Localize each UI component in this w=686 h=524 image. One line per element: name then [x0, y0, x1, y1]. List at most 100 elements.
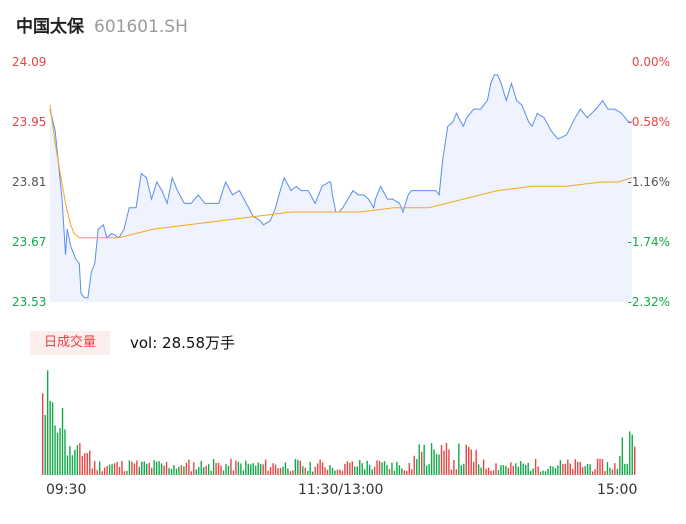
- volume-bar: [180, 465, 183, 475]
- volume-bar: [428, 463, 430, 475]
- volume-bar: [287, 468, 289, 475]
- volume-bar: [74, 449, 76, 475]
- volume-bar: [386, 464, 388, 475]
- volume-bar: [64, 429, 66, 475]
- volume-bar: [408, 462, 410, 475]
- volume-bar: [542, 470, 544, 475]
- volume-bar: [359, 459, 361, 475]
- volume-bar: [126, 470, 128, 475]
- volume-bar: [487, 467, 490, 475]
- volume-bar: [401, 468, 403, 475]
- volume-bar: [299, 460, 302, 475]
- volume-bar: [383, 461, 386, 475]
- y-left-tick: 24.09: [12, 55, 47, 69]
- volume-bar: [309, 461, 311, 475]
- volume-bar: [567, 459, 569, 475]
- volume-bar: [522, 463, 524, 475]
- volume-bar: [378, 460, 381, 475]
- volume-bar: [116, 462, 118, 475]
- volume-tag[interactable]: 日成交量: [30, 331, 110, 355]
- volume-bar: [79, 443, 81, 475]
- volume-bar: [113, 463, 116, 475]
- volume-bar: [448, 449, 450, 475]
- volume-bar: [141, 461, 143, 475]
- y-left-tick: 23.81: [12, 175, 47, 189]
- volume-bar: [544, 471, 547, 475]
- volume-bar: [269, 466, 272, 475]
- volume-bar: [81, 456, 84, 475]
- volume-bar: [388, 468, 391, 475]
- volume-bar: [101, 471, 103, 475]
- volume-bar: [262, 464, 264, 475]
- volume-bar: [549, 465, 552, 475]
- volume-bar: [250, 464, 252, 475]
- volume-bar: [168, 468, 170, 475]
- volume-bar: [225, 464, 227, 475]
- volume-bar: [207, 464, 210, 475]
- volume-bar: [178, 466, 180, 475]
- volume-bar: [525, 465, 527, 475]
- volume-bar: [84, 453, 86, 475]
- volume-bar: [242, 470, 245, 475]
- volume-bar: [552, 466, 554, 475]
- volume-bar: [584, 466, 586, 475]
- volume-bar: [554, 468, 557, 475]
- volume-bar: [420, 451, 423, 475]
- volume-bar: [185, 462, 188, 475]
- y-right-tick: -1.74%: [627, 235, 670, 249]
- volume-bar: [56, 432, 59, 475]
- volume-bar: [626, 463, 628, 475]
- volume-bar: [259, 464, 262, 475]
- volume-bar: [619, 456, 621, 475]
- volume-bar: [294, 459, 297, 475]
- volume-bar: [316, 463, 319, 475]
- volume-bar: [559, 460, 562, 475]
- volume-value: vol: 28.58万手: [130, 334, 235, 352]
- volume-bar: [468, 446, 470, 475]
- price-area-fill: [50, 74, 632, 302]
- volume-bar: [173, 465, 175, 475]
- volume-bar: [302, 466, 304, 475]
- volume-bar: [616, 469, 619, 475]
- volume-bar: [529, 470, 532, 475]
- stock-header: 中国太保 601601.SH: [16, 12, 188, 40]
- volume-bar: [411, 469, 413, 475]
- volume-bar: [257, 462, 259, 475]
- volume-bar: [133, 463, 136, 475]
- volume-bar: [601, 459, 604, 475]
- volume-bar: [247, 463, 249, 475]
- y-left-tick: 23.53: [12, 295, 47, 309]
- volume-bar: [279, 467, 282, 475]
- volume-bar: [289, 471, 292, 475]
- volume-bar: [631, 434, 633, 475]
- volume-bar: [599, 458, 601, 475]
- stock-name: 中国太保: [16, 17, 84, 37]
- volume-bar: [574, 459, 576, 475]
- volume-bar: [438, 454, 440, 475]
- volume-bar: [222, 470, 225, 475]
- volume-bar: [473, 461, 475, 475]
- volume-bar: [586, 464, 589, 475]
- volume-bar: [86, 453, 88, 475]
- volume-bar: [440, 445, 443, 475]
- volume-bar: [393, 470, 396, 475]
- volume-bar: [604, 471, 606, 475]
- volume-bar: [123, 471, 126, 475]
- volume-bar: [146, 463, 148, 475]
- volume-bar: [193, 462, 195, 475]
- volume-bar: [621, 437, 624, 475]
- volume-bar: [381, 462, 383, 475]
- volume-bar: [307, 470, 309, 475]
- volume-bar: [227, 465, 230, 475]
- volume-bar: [425, 465, 428, 475]
- volume-bar: [326, 469, 329, 475]
- volume-bar: [153, 460, 155, 475]
- volume-bar: [433, 449, 435, 475]
- volume-bar: [150, 467, 153, 475]
- volume-bar: [255, 465, 257, 475]
- volume-bar: [579, 462, 581, 475]
- volume-bar: [373, 466, 376, 475]
- volume-bar: [534, 459, 537, 475]
- volume-bar: [577, 461, 579, 475]
- y-right-tick: 0.00%: [631, 55, 670, 69]
